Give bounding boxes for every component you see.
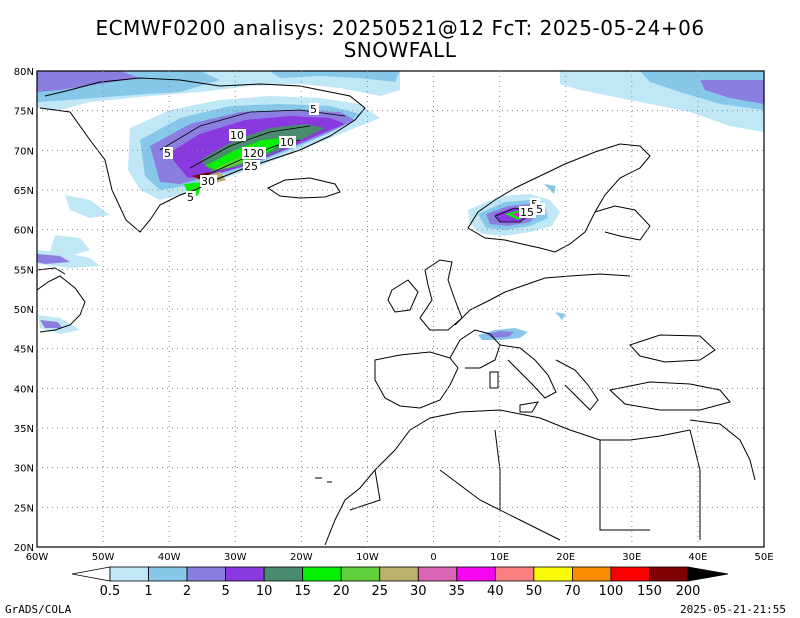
colorbar-swatch: [379, 566, 419, 582]
contour-label: 120: [243, 147, 264, 160]
lat-tick-label: 20N: [14, 543, 34, 554]
map-subtitle: SNOWFALL: [343, 38, 457, 62]
contour-labels: 5 10 10 5 120 25 30 5 5 15 5: [163, 103, 545, 219]
colorbar-swatch: [340, 566, 381, 582]
colorbar-swatch: [302, 566, 342, 582]
map-title: ECMWF0200 analisys: 20250521@12 FcT: 202…: [95, 16, 705, 40]
colorbar-label: 1: [144, 584, 152, 599]
gridlines: [37, 71, 764, 547]
colorbar-swatch: [572, 566, 612, 582]
contour-label: 10: [280, 136, 294, 149]
coastlines: [37, 77, 756, 546]
lon-tick-label: 40W: [158, 552, 181, 563]
snowfall-shading: [37, 71, 764, 340]
lat-tick-label: 40N: [14, 384, 34, 395]
contour-label: 5: [310, 103, 317, 116]
contour-label: 5: [531, 198, 538, 211]
colorbar-swatch: [649, 566, 689, 582]
lat-tick-label: 70N: [14, 146, 34, 157]
lat-tick-label: 45N: [14, 345, 34, 356]
lon-tick-label: 60W: [26, 552, 49, 563]
lon-tick-label: 30W: [224, 552, 247, 563]
colorbar-label: 20: [333, 584, 350, 599]
lon-tick-label: 10E: [490, 552, 509, 563]
colorbar-label: 35: [449, 584, 466, 599]
colorbar-legend: 0.5 1 2 5 10 15 20 25 30 35 40 50 70 100 150 200: [71, 566, 729, 599]
colorbar-swatch: [610, 566, 650, 582]
colorbar-swatch: [225, 566, 265, 582]
lon-tick-label: 50E: [754, 552, 773, 563]
lon-tick-label: 20E: [556, 552, 575, 563]
colorbar-swatch: [456, 566, 496, 582]
latitude-labels: 80N 75N 70N 65N 60N 55N 50N 45N 40N 35N 30N 25N 20N: [14, 67, 34, 554]
contour-label: 30: [201, 175, 215, 188]
lat-tick-label: 25N: [14, 503, 34, 514]
lat-tick-label: 35N: [14, 424, 34, 435]
colorbar-label: 40: [487, 584, 504, 599]
contour-label: 5: [164, 147, 171, 160]
footer-timestamp: 2025-05-21-21:55: [680, 603, 786, 616]
lon-tick-label: 0: [430, 552, 436, 563]
colorbar-swatch: [417, 566, 458, 582]
contour-label: 15: [520, 206, 534, 219]
colorbar-swatch: [186, 566, 226, 582]
colorbar-swatch: [148, 566, 188, 582]
footer-credit: GrADS/COLA: [5, 603, 72, 616]
colorbar-label: 200: [676, 584, 701, 599]
colorbar-label: 100: [599, 584, 624, 599]
colorbar-swatch: [109, 566, 149, 582]
lat-tick-label: 55N: [14, 265, 34, 276]
contour-label: 5: [187, 191, 194, 204]
lon-tick-label: 40E: [688, 552, 707, 563]
colorbar-label: 50: [526, 584, 543, 599]
contour-label: 10: [230, 129, 244, 142]
lon-tick-label: 10W: [356, 552, 379, 563]
contour-label: 5: [536, 203, 543, 216]
colorbar-high-arrow: [687, 566, 729, 582]
lat-tick-label: 30N: [14, 464, 34, 475]
colorbar-label: 70: [564, 584, 581, 599]
lon-tick-label: 20W: [290, 552, 313, 563]
longitude-labels: 60W 50W 40W 30W 20W 10W 0 10E 20E 30E 40E 50E: [26, 552, 774, 563]
colorbar-label: 2: [183, 584, 191, 599]
lat-tick-label: 75N: [14, 107, 34, 118]
lat-tick-label: 60N: [14, 226, 34, 237]
colorbar-swatch: [533, 566, 573, 582]
colorbar-label: 30: [410, 584, 427, 599]
colorbar-label: 5: [221, 584, 229, 599]
colorbar-swatch: [494, 566, 535, 582]
lon-tick-label: 30E: [622, 552, 641, 563]
colorbar-label: 150: [637, 584, 662, 599]
colorbar-label: 0.5: [100, 584, 121, 599]
colorbar-label: 25: [371, 584, 388, 599]
lat-tick-label: 50N: [14, 305, 34, 316]
snowfall-map: 80N75N70N65N60N55N50N45N40N35N30N25N20N …: [14, 67, 774, 599]
colorbar-low-arrow: [71, 566, 111, 582]
colorbar-label: 15: [294, 584, 311, 599]
contour-label: 25: [244, 160, 258, 173]
lat-tick-label: 65N: [14, 186, 34, 197]
lon-tick-label: 50W: [92, 552, 115, 563]
colorbar-swatch: [263, 566, 304, 582]
lat-tick-label: 80N: [14, 67, 34, 78]
colorbar-label: 10: [256, 584, 273, 599]
